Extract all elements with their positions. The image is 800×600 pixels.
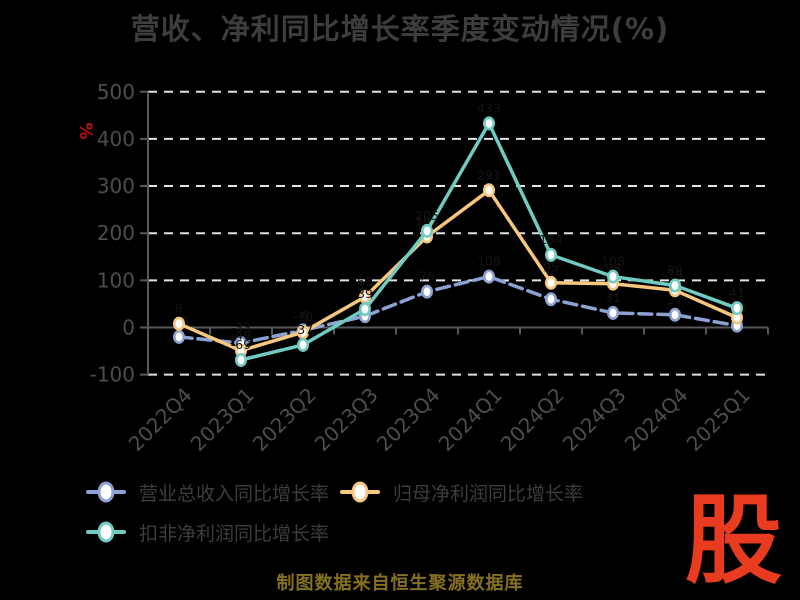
data-label: 89	[667, 263, 683, 278]
y-tick-label: 300	[97, 174, 135, 198]
legend: 营业总收入同比增长率 归母净利润同比增长率扣非净利润同比增长率	[86, 472, 646, 552]
series-line-归母净利润同比增长率	[177, 188, 739, 353]
x-tick-label: 2023Q4	[372, 383, 445, 456]
legend-item-扣非净利润同比增长率: 扣非净利润同比增长率	[86, 512, 340, 552]
data-label: 41	[729, 285, 745, 300]
y-tick-label: 500	[97, 80, 135, 104]
legend-label: 归母净利润同比增长率	[393, 482, 584, 505]
y-tick-label: -100	[90, 363, 135, 387]
data-label: -49	[231, 328, 251, 343]
data-label: 205	[415, 208, 439, 223]
data-point-marker	[173, 316, 186, 331]
data-point-marker	[420, 223, 433, 238]
data-point-marker	[482, 269, 495, 284]
legend-dot-icon	[97, 481, 115, 503]
data-label: -10	[293, 309, 313, 324]
data-point-marker	[296, 325, 309, 340]
legend-item-归母净利润同比增长率: 归母净利润同比增长率	[340, 472, 594, 512]
data-point-marker	[482, 116, 495, 131]
y-axis-unit-label: %	[75, 122, 95, 139]
data-point-marker	[358, 302, 371, 317]
data-label: 433	[477, 100, 501, 115]
x-tick-label: 2024Q2	[496, 383, 569, 456]
data-label: 154	[539, 232, 563, 247]
data-label: 27	[667, 292, 683, 307]
x-tick-label: 2024Q1	[434, 383, 507, 456]
data-label: 108	[601, 254, 625, 269]
data-label: 8	[175, 301, 183, 316]
series-line-营业总收入同比增长率	[177, 274, 739, 345]
data-point-marker	[730, 301, 743, 316]
x-tick-label: 2025Q1	[682, 383, 755, 456]
legend-dot-icon	[97, 521, 115, 543]
data-label: -37	[293, 322, 313, 337]
data-label: 79	[667, 267, 683, 282]
source-caption: 制图数据来自恒生聚源数据库	[276, 573, 524, 594]
data-point-marker	[296, 337, 309, 352]
plot-area: -1000100200300400500%2022Q42023Q12023Q22…	[75, 80, 769, 456]
legend-marker-icon	[340, 481, 380, 503]
data-point-marker	[544, 247, 557, 262]
data-point-marker	[606, 269, 619, 284]
x-tick-label: 2023Q2	[248, 383, 321, 456]
x-tick-label: 2022Q4	[124, 383, 197, 456]
data-point-marker	[235, 353, 248, 368]
y-tick-label: 100	[97, 268, 135, 292]
legend-dot-icon	[351, 481, 369, 503]
legend-marker-icon	[86, 481, 126, 503]
x-tick-label: 2023Q3	[310, 383, 383, 456]
legend-marker-icon	[86, 521, 126, 543]
data-point-marker	[668, 307, 681, 322]
data-label: 95	[543, 260, 559, 275]
data-label: 76	[419, 269, 435, 284]
data-point-marker	[420, 284, 433, 299]
y-tick-label: 0	[122, 316, 135, 340]
data-point-marker	[668, 278, 681, 293]
data-label: 39	[357, 286, 373, 301]
data-label: -6	[297, 307, 310, 322]
y-tick-label: 200	[97, 221, 135, 245]
y-tick-label: 400	[97, 127, 135, 151]
legend-label: 营业总收入同比增长率	[139, 482, 330, 505]
data-point-marker	[544, 292, 557, 307]
data-point-marker	[544, 275, 557, 290]
x-tick-label: 2023Q1	[186, 383, 259, 456]
legend-label: 扣非净利润同比增长率	[139, 522, 330, 545]
legend-item-营业总收入同比增长率: 营业总收入同比增长率	[86, 472, 340, 512]
data-point-marker	[606, 305, 619, 320]
data-label: -33	[231, 320, 251, 335]
logo-mark: 股	[685, 484, 782, 597]
data-label: 108	[477, 254, 501, 269]
data-point-marker	[482, 183, 495, 198]
x-tick-label: 2024Q4	[620, 383, 693, 456]
x-tick-label: 2024Q3	[558, 383, 631, 456]
data-label: 31	[605, 290, 621, 305]
data-label: 65	[357, 274, 373, 289]
data-point-marker	[173, 329, 186, 344]
data-label: -69	[231, 337, 251, 352]
data-label: 291	[477, 167, 501, 182]
chart-title: 营收、净利同比增长率季度变动情况(%)	[130, 12, 670, 46]
